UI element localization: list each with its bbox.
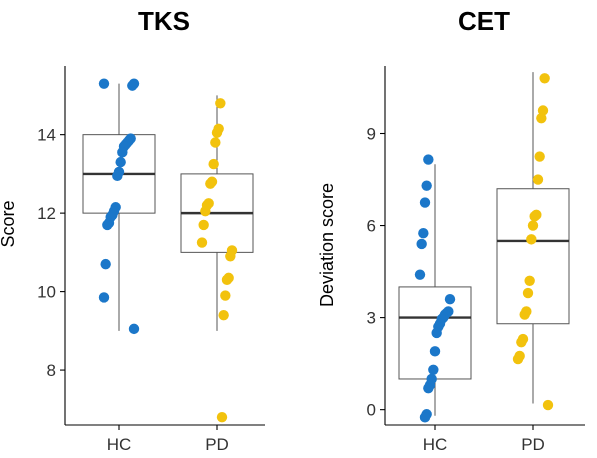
tks-hc-point	[128, 323, 140, 335]
cet-y-axis-label: Deviation score	[317, 183, 337, 307]
cet-hc-point	[419, 197, 431, 208]
tks-pd-point	[220, 290, 231, 301]
cet-pd-point	[536, 112, 547, 124]
tks-pd-point	[218, 309, 229, 321]
tks-y-tick-label: 10	[37, 283, 56, 302]
cet-hc-point	[429, 346, 441, 357]
tks-pd-point	[221, 274, 233, 286]
tks-pd-point	[198, 219, 209, 231]
tks-pd-point	[196, 237, 208, 248]
tks-pd-point	[208, 158, 219, 170]
cet-hc-point	[428, 364, 439, 375]
tks-hc-point	[98, 78, 110, 89]
cet-pd-point	[519, 309, 530, 320]
tks-x-tick-label-hc: HC	[107, 435, 132, 454]
tks-hc-point	[115, 156, 126, 168]
tks-pd-point	[216, 411, 228, 423]
cet-pd-point	[512, 353, 524, 365]
tks-hc-point	[100, 258, 111, 270]
tks-plot-area: 8 10 12 14 HC PD	[37, 78, 254, 454]
cet-pd-box	[496, 188, 570, 325]
tks-title: TKS	[138, 6, 190, 36]
cet-pd-point	[539, 73, 550, 84]
tks-hc-point	[102, 219, 113, 231]
tks-panel: TKS Score 8 10 12 14 HC PD	[0, 6, 265, 454]
tks-x-tick-label-pd: PD	[205, 435, 229, 454]
tks-hc-point	[127, 80, 138, 91]
cet-x-tick-label-hc: HC	[423, 435, 448, 454]
cet-hc-point	[414, 269, 426, 280]
cet-hc-point	[431, 327, 442, 339]
tks-y-tick-label: 12	[37, 204, 56, 223]
cet-plot-area: 0 3 6 9 HC PD	[367, 72, 570, 454]
tks-y-tick-label: 8	[47, 361, 56, 380]
cet-y-tick-label: 3	[367, 309, 376, 328]
tks-hc-point	[117, 147, 128, 158]
cet-y-tick-label: 0	[367, 401, 376, 420]
tks-y-axis-label: Score	[0, 200, 18, 247]
cet-pd-point	[526, 234, 537, 245]
cet-hc-point	[419, 412, 431, 423]
cet-hc-point	[444, 293, 456, 305]
tks-pd-point	[205, 178, 216, 189]
cet-hc-point	[421, 180, 432, 191]
cet-hc-point	[418, 228, 429, 239]
cet-pd-point	[524, 275, 535, 286]
tks-pd-point	[225, 251, 236, 262]
tks-hc-point	[98, 292, 110, 303]
cet-pd-point	[532, 174, 544, 185]
cet-pd-point	[529, 211, 540, 222]
cet-panel: CET Deviation score 0 3 6 9 HC PD	[317, 6, 585, 454]
cet-pd-point	[516, 336, 527, 348]
cet-y-tick-label: 9	[367, 125, 376, 144]
tks-pd-point	[211, 127, 223, 138]
cet-pd-point	[542, 399, 554, 411]
cet-y-tick-label: 6	[367, 217, 376, 236]
cet-title: CET	[458, 6, 510, 36]
cet-pd-point	[534, 151, 545, 162]
cet-hc-point	[423, 154, 434, 165]
cet-hc-point	[423, 382, 434, 394]
cet-pd-point	[527, 220, 539, 231]
tks-y-tick-label: 14	[37, 126, 56, 145]
cet-x-tick-label-pd: PD	[521, 435, 545, 454]
cet-hc-point	[416, 238, 427, 250]
tks-pd-point	[200, 205, 211, 217]
tks-hc-point	[112, 170, 123, 182]
tks-pd-point	[215, 98, 226, 109]
cet-pd-point	[522, 287, 534, 299]
tks-pd-point	[210, 137, 221, 148]
